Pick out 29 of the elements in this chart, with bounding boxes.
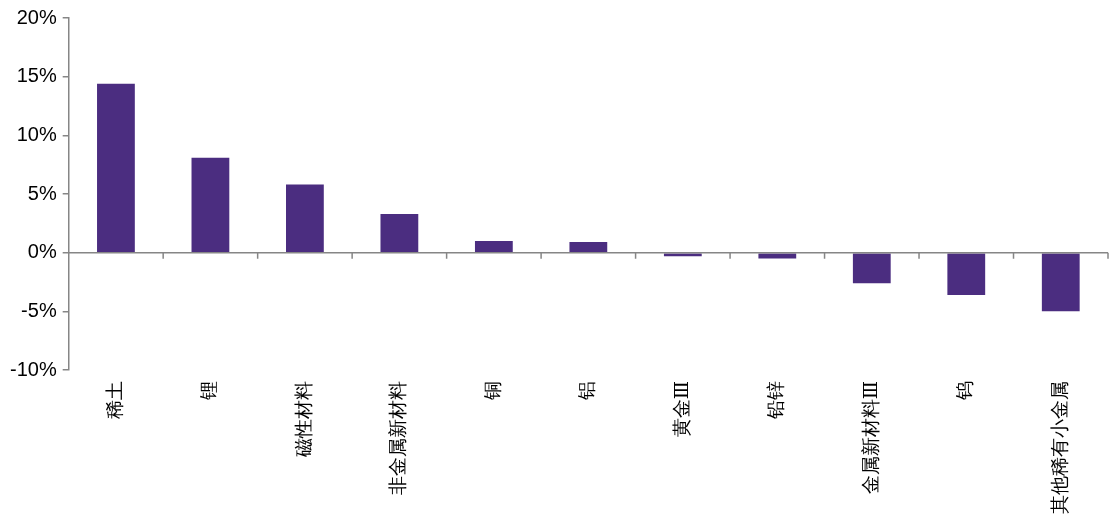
y-tick-label: 5% [27, 181, 57, 204]
x-tick-label: 黄金Ⅲ [670, 381, 692, 438]
bar [474, 240, 513, 252]
x-tick-label: 其他稀有小金属 [1048, 381, 1070, 514]
bar [97, 83, 135, 252]
x-tick-label: 非金属新材料 [387, 381, 409, 495]
y-tick-label: 15% [16, 64, 57, 87]
y-tick-label: -5% [21, 298, 57, 321]
y-tick-label: 10% [16, 122, 57, 145]
x-tick-label: 铅锌 [765, 381, 787, 420]
bar [852, 253, 891, 284]
y-tick-label: 20% [16, 5, 57, 28]
bar [286, 184, 324, 252]
bar [380, 213, 419, 252]
x-tick-label: 磁性材料 [292, 381, 314, 458]
bar [1041, 253, 1080, 312]
bar [758, 253, 797, 259]
bar [663, 253, 702, 257]
x-tick-label: 铜 [481, 381, 503, 401]
bar [191, 157, 230, 252]
x-tick-label: 稀土 [103, 381, 125, 419]
bar [947, 253, 986, 295]
y-tick-label: 0% [27, 240, 57, 263]
x-tick-label: 锂 [198, 381, 220, 401]
bar [569, 242, 608, 252]
x-tick-label: 钨 [954, 381, 976, 401]
y-tick-label: -10% [9, 357, 57, 380]
x-tick-label: 铝 [576, 381, 598, 401]
x-tick-label: 金属新材料Ⅲ [859, 381, 881, 495]
